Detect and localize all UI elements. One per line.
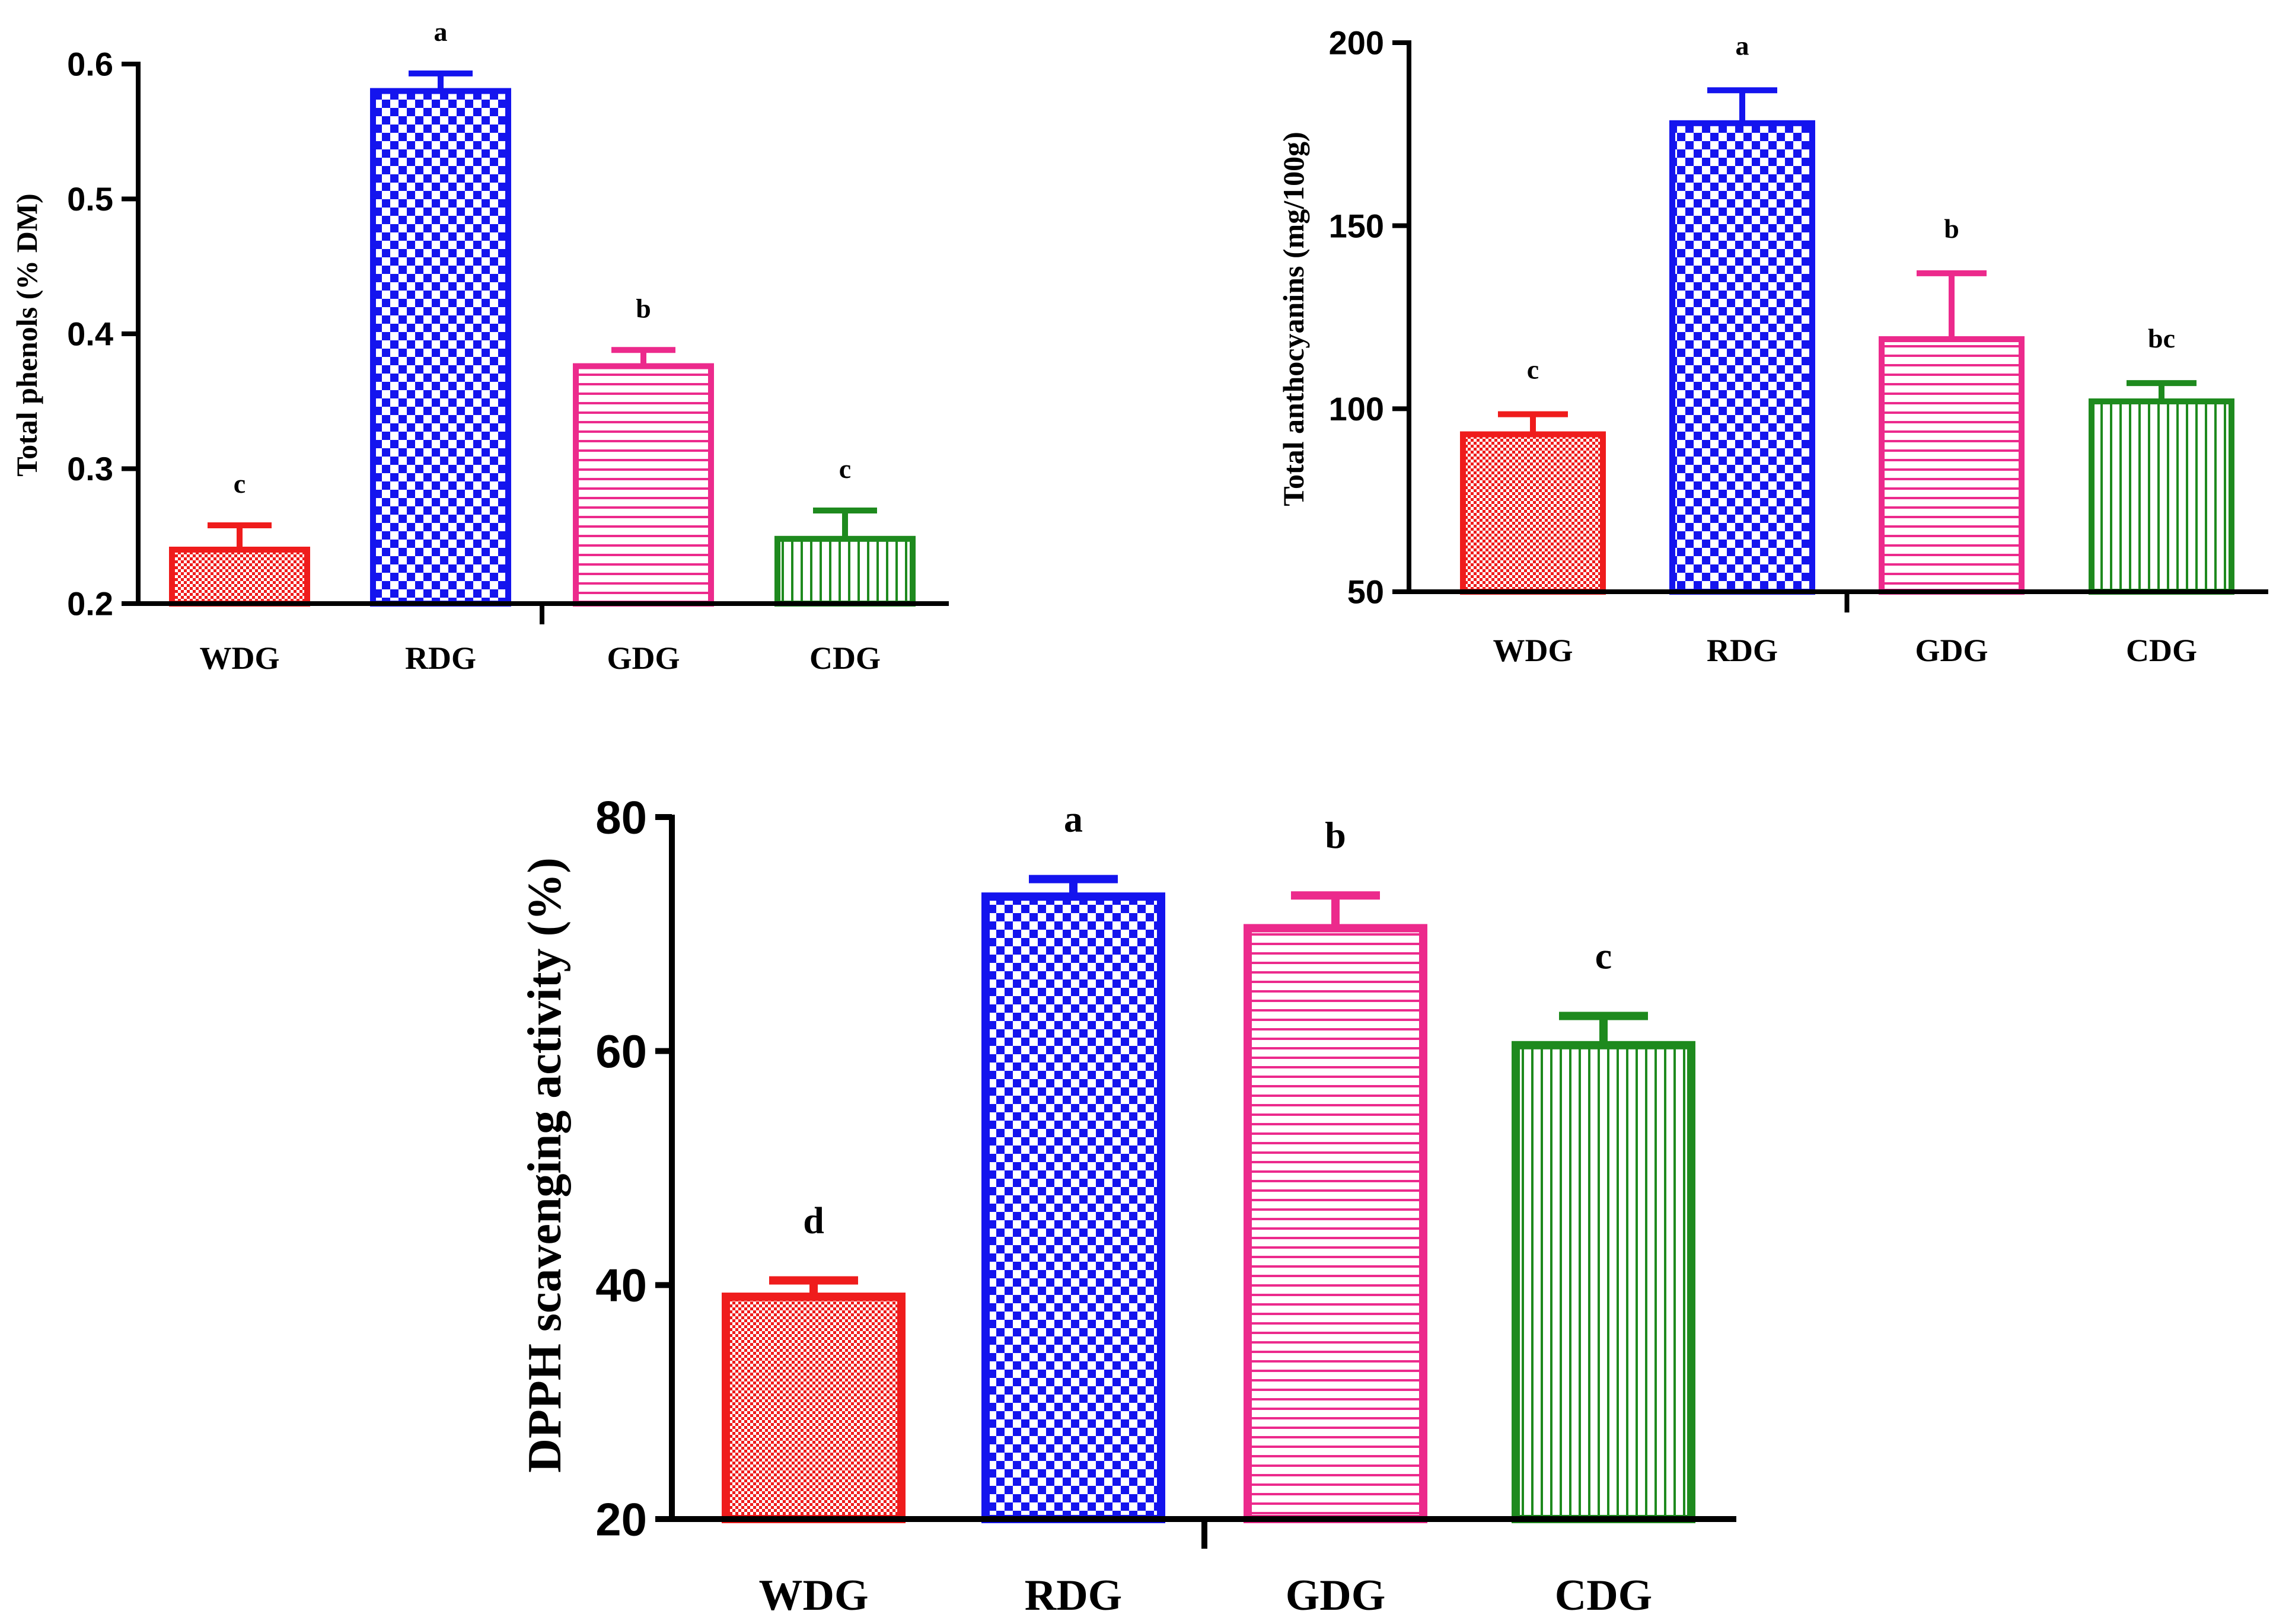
dpph-y-tick-label: 40 (595, 1259, 647, 1312)
dpph-letter-gdg: b (1325, 814, 1346, 856)
phenols-bar-rdg (370, 88, 511, 607)
anthocyanins-y-axis-label: Total anthocyanins (mg/100g) (1277, 132, 1310, 506)
phenols-y-tick-label: 0.3 (67, 450, 113, 487)
dpph-bar-wdg (722, 1293, 906, 1523)
phenols-y-tick-label: 0.5 (67, 180, 113, 218)
dpph-category-label-gdg: GDG (1286, 1571, 1386, 1620)
phenols-category-label-cdg: CDG (809, 640, 881, 676)
phenols-y-axis-label: Total phenols (% DM) (10, 193, 43, 476)
dpph-bar-gdg (1244, 924, 1427, 1523)
anthocyanins-category-label-wdg: WDG (1493, 633, 1573, 668)
dpph-category-label-rdg: RDG (1025, 1571, 1122, 1620)
dpph-category-label-cdg: CDG (1555, 1571, 1652, 1620)
anthocyanins-y-tick-label: 150 (1329, 207, 1384, 244)
anthocyanins-y-tick-label: 50 (1347, 573, 1384, 611)
anthocyanins-category-label-rdg: RDG (1707, 633, 1778, 668)
chart-dpph-scavenging: d WDG a RDG b GDG c CDG 20 40 60 80 DPPH scavenging… (519, 791, 1736, 1620)
phenols-category-label-gdg: GDG (607, 640, 680, 676)
dpph-bar-cdg (1512, 1041, 1695, 1524)
anthocyanins-y-tick-label: 100 (1329, 390, 1384, 427)
anthocyanins-category-label-cdg: CDG (2126, 633, 2197, 668)
dpph-letter-rdg: a (1064, 798, 1083, 840)
anthocyanins-bar-wdg (1460, 431, 1606, 595)
phenols-letter-wdg: c (234, 468, 246, 499)
chart-total-anthocyanins: c WDG a RDG b GDG bc CDG 50 100 150 200 Total antho… (1277, 24, 2268, 668)
dpph-y-axis-label: DPPH scavenging activity (%) (519, 857, 571, 1473)
dpph-bar-rdg (981, 892, 1165, 1523)
anthocyanins-letter-wdg: c (1527, 355, 1539, 385)
phenols-y-tick-label: 0.4 (67, 315, 113, 353)
dpph-y-tick-label: 60 (595, 1025, 647, 1077)
dpph-letter-cdg: c (1595, 934, 1612, 977)
anthocyanins-marks: c WDG a RDG b GDG bc CDG 50 100 150 200 (1329, 24, 2268, 668)
anthocyanins-letter-gdg: b (1944, 213, 1959, 244)
anthocyanins-bar-rdg (1669, 120, 1815, 595)
anthocyanins-bar-cdg (2089, 398, 2234, 595)
phenols-bar-gdg (573, 363, 714, 607)
phenols-letter-cdg: c (839, 454, 851, 484)
dpph-category-label-wdg: WDG (759, 1571, 869, 1620)
phenols-letter-gdg: b (636, 293, 651, 323)
dpph-letter-wdg: d (803, 1199, 824, 1241)
phenols-category-label-wdg: WDG (200, 640, 280, 676)
phenols-y-tick-label: 0.6 (67, 46, 113, 83)
chart-total-phenols: c WDG a RDG b GDG c CDG 0.2 0.3 0.4 0.5 0.6 Total ph… (10, 17, 949, 676)
anthocyanins-y-tick-label: 200 (1329, 24, 1384, 62)
phenols-y-tick-label: 0.2 (67, 585, 113, 623)
phenols-bar-cdg (774, 535, 916, 607)
anthocyanins-category-label-gdg: GDG (1915, 633, 1988, 668)
dpph-y-tick-label: 80 (595, 791, 647, 843)
phenols-bar-wdg (169, 547, 310, 607)
anthocyanins-letter-rdg: a (1736, 30, 1749, 60)
phenols-category-label-rdg: RDG (405, 640, 476, 676)
dpph-y-tick-label: 20 (595, 1493, 647, 1545)
dpph-marks: d WDG a RDG b GDG c CDG 20 40 60 80 (595, 791, 1736, 1620)
anthocyanins-bar-gdg (1879, 336, 2025, 595)
phenols-marks: c WDG a RDG b GDG c CDG 0.2 0.3 0.4 0.5 0.6 (67, 17, 949, 676)
anthocyanins-letter-cdg: bc (2148, 323, 2175, 353)
phenols-letter-rdg: a (434, 17, 448, 47)
